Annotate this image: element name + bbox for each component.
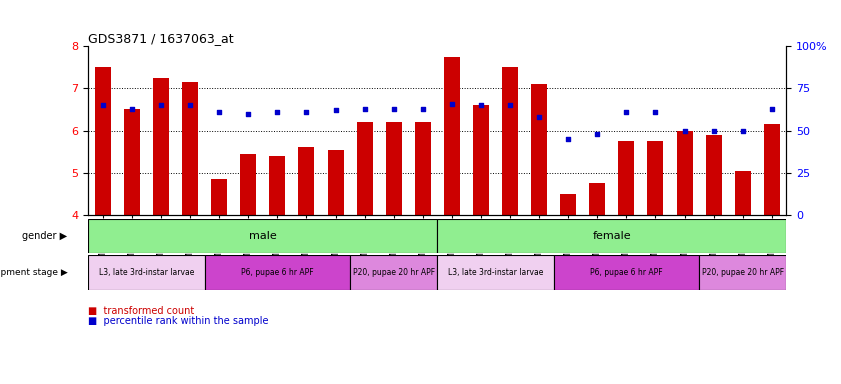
Bar — [735, 170, 751, 215]
Text: P20, pupae 20 hr APF: P20, pupae 20 hr APF — [352, 268, 435, 277]
Bar — [706, 135, 722, 215]
Bar — [211, 179, 227, 215]
Text: ■  percentile rank within the sample: ■ percentile rank within the sample — [88, 316, 269, 326]
Text: P6, pupae 6 hr APF: P6, pupae 6 hr APF — [241, 268, 314, 277]
Bar — [124, 109, 140, 215]
Bar — [88, 255, 204, 290]
Text: L3, late 3rd-instar larvae: L3, late 3rd-instar larvae — [98, 268, 194, 277]
Text: L3, late 3rd-instar larvae: L3, late 3rd-instar larvae — [447, 268, 543, 277]
Bar — [502, 67, 518, 215]
Point — [213, 109, 226, 115]
Point — [707, 127, 721, 134]
Point — [96, 102, 109, 108]
Point — [620, 109, 633, 115]
Point — [299, 109, 313, 115]
Point — [358, 106, 372, 112]
Point — [474, 102, 488, 108]
Bar — [415, 122, 431, 215]
Bar — [357, 122, 373, 215]
Point — [765, 106, 779, 112]
Bar — [437, 219, 786, 253]
Point — [736, 127, 749, 134]
Bar — [532, 84, 547, 215]
Bar — [153, 78, 169, 215]
Text: P6, pupae 6 hr APF: P6, pupae 6 hr APF — [590, 268, 663, 277]
Bar — [648, 141, 664, 215]
Bar — [437, 255, 553, 290]
Text: P20, pupae 20 hr APF: P20, pupae 20 hr APF — [701, 268, 784, 277]
Text: gender ▶: gender ▶ — [22, 231, 67, 241]
Bar — [676, 131, 692, 215]
Point — [271, 109, 284, 115]
Bar — [618, 141, 634, 215]
Point — [590, 131, 604, 137]
Point — [125, 106, 139, 112]
Bar — [204, 255, 350, 290]
Bar — [444, 56, 460, 215]
Point — [445, 101, 458, 107]
Bar — [473, 105, 489, 215]
Point — [387, 106, 400, 112]
Text: ■  transformed count: ■ transformed count — [88, 306, 194, 316]
Point — [503, 102, 516, 108]
Point — [562, 136, 575, 142]
Bar — [590, 184, 606, 215]
Bar — [327, 149, 343, 215]
Point — [154, 102, 167, 108]
Text: GDS3871 / 1637063_at: GDS3871 / 1637063_at — [88, 32, 234, 45]
Text: female: female — [593, 231, 631, 241]
Bar — [299, 147, 315, 215]
Point — [183, 102, 197, 108]
Bar — [560, 194, 576, 215]
Bar — [95, 67, 111, 215]
Bar — [386, 122, 402, 215]
Point — [648, 109, 662, 115]
Bar — [764, 124, 780, 215]
Bar — [241, 154, 257, 215]
Bar — [350, 255, 437, 290]
Bar — [182, 82, 198, 215]
Point — [241, 111, 255, 117]
Text: male: male — [249, 231, 277, 241]
Bar — [269, 156, 285, 215]
Point — [329, 107, 342, 113]
Bar — [88, 219, 437, 253]
Bar — [553, 255, 699, 290]
Point — [678, 127, 691, 134]
Bar — [699, 255, 786, 290]
Text: development stage ▶: development stage ▶ — [0, 268, 67, 277]
Point — [532, 114, 546, 120]
Point — [416, 106, 430, 112]
